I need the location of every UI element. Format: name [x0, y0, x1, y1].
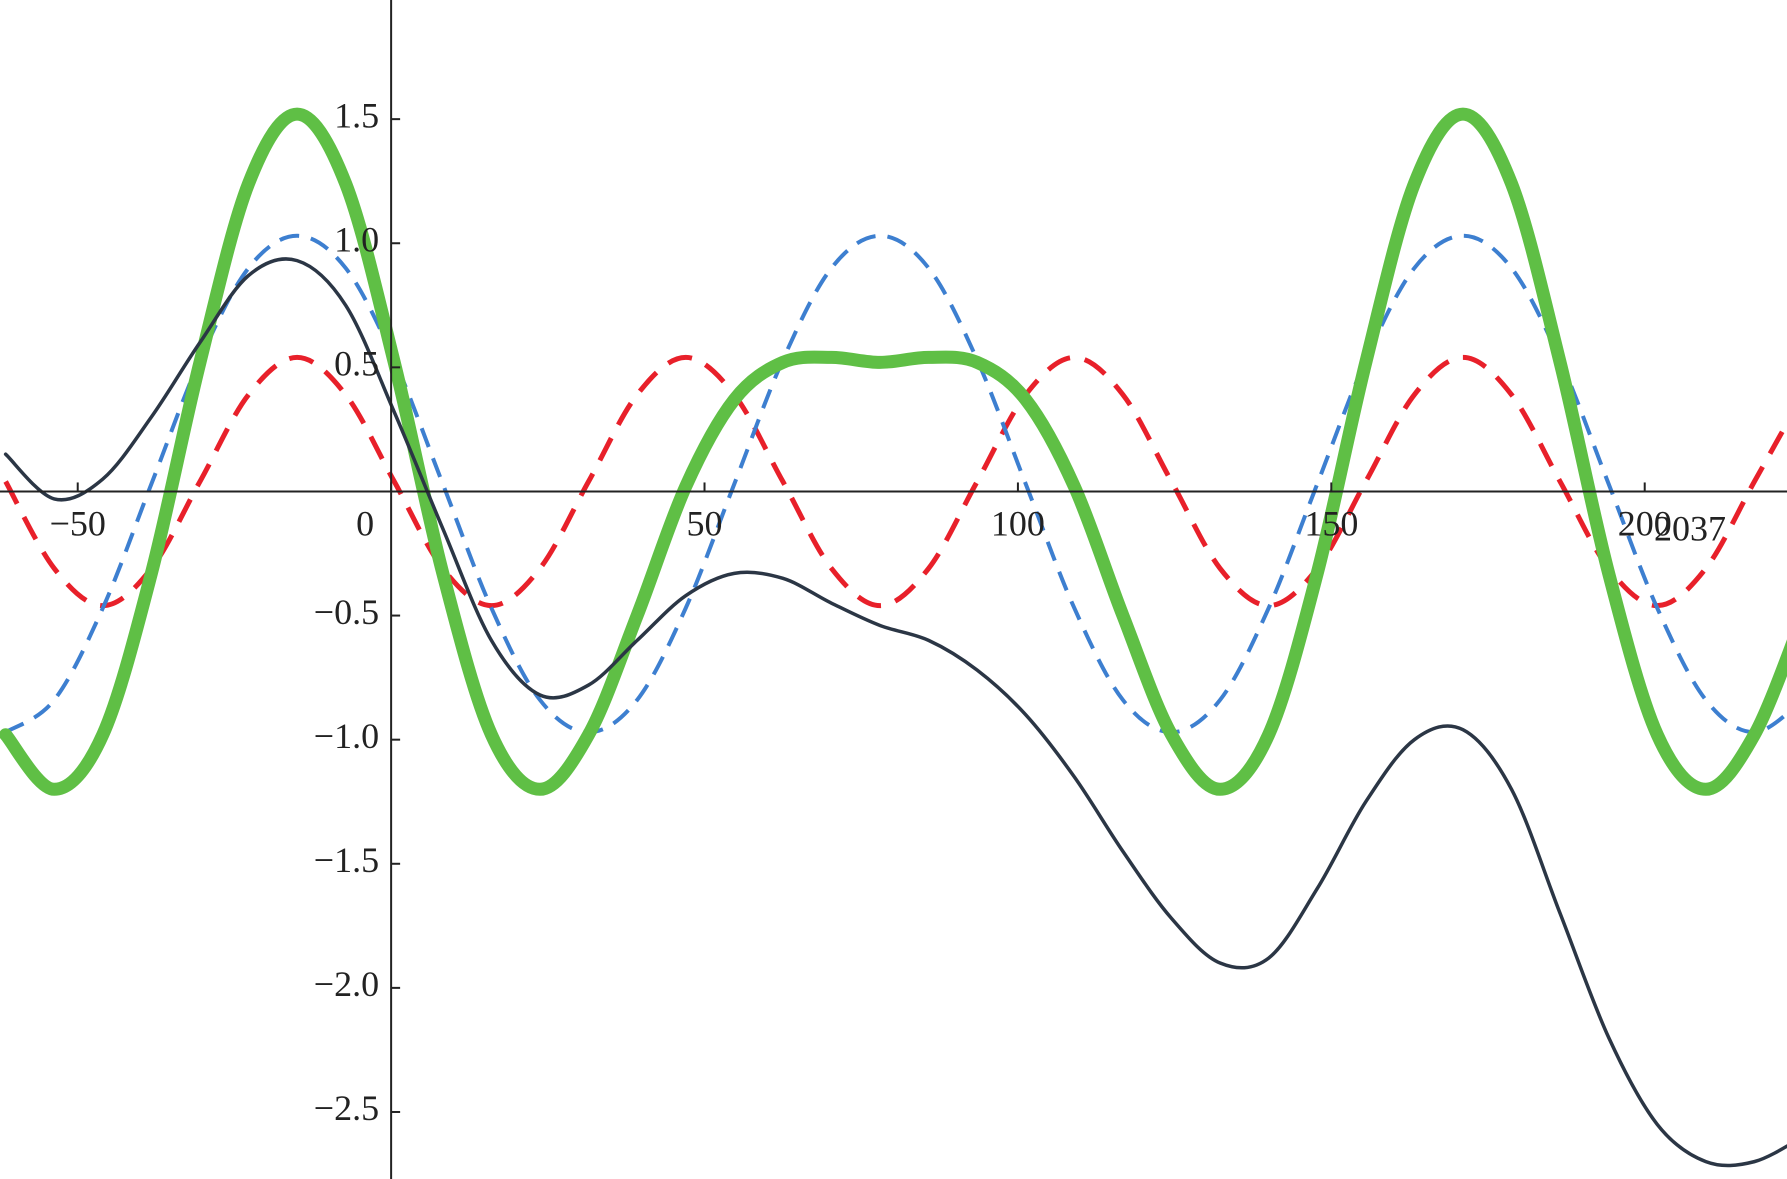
- x-tick-label: 50: [687, 504, 723, 544]
- y-tick-label: −0.5: [314, 592, 379, 632]
- y-tick-label: −2.0: [314, 964, 379, 1004]
- series-line: [4, 233, 1787, 735]
- y-tick-label: 0.5: [334, 344, 379, 384]
- x-tick-label: 100: [991, 504, 1045, 544]
- series-line: [3, 257, 1787, 1168]
- y-tick-label: −2.5: [314, 1088, 379, 1128]
- x-tick-label: 200: [1618, 504, 1672, 544]
- y-tick-label: −1.0: [314, 716, 379, 756]
- x-tick-label: 0: [356, 504, 374, 544]
- x-tick-label: 150: [1304, 504, 1358, 544]
- x-axis-label: 2037: [1654, 508, 1726, 548]
- x-tick-label: −50: [50, 504, 106, 544]
- series-line: [0, 107, 1787, 796]
- y-tick-label: 1.5: [334, 95, 379, 135]
- series-line: [3, 354, 1787, 609]
- y-tick-label: 1.0: [334, 220, 379, 260]
- y-tick-label: −1.5: [314, 840, 379, 880]
